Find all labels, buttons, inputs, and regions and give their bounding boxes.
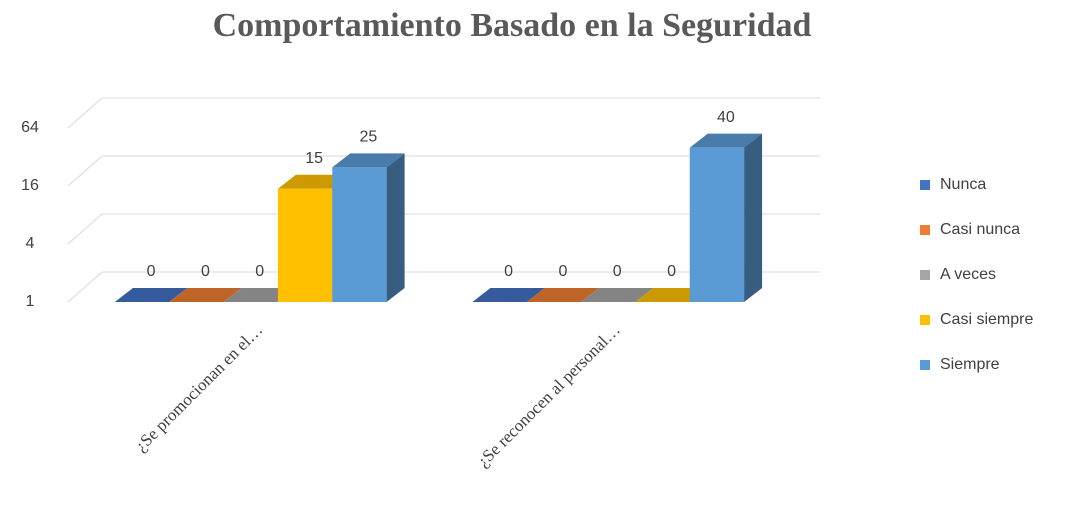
bar-top [169, 288, 242, 302]
legend-marker [920, 225, 930, 235]
bar-top [223, 288, 296, 302]
data-label: 0 [201, 263, 210, 280]
bar [332, 167, 387, 302]
legend-label: Siempre [940, 356, 1000, 373]
data-label: 0 [147, 263, 156, 280]
data-label: 0 [613, 263, 622, 280]
data-label: 40 [717, 109, 735, 126]
bar-top [277, 174, 351, 189]
legend-label: Casi nunca [940, 221, 1020, 238]
legend-marker [920, 180, 930, 190]
chart-title: Comportamiento Basado en la Seguridad [213, 7, 812, 44]
legend-marker [920, 360, 930, 370]
data-label: 0 [667, 263, 676, 280]
data-label: 0 [504, 263, 513, 280]
x-tick-label: ¿Se reconocen al personal… [473, 320, 624, 471]
bar-top [526, 288, 600, 302]
y-tick-label: 64 [21, 119, 39, 136]
data-label: 15 [305, 150, 323, 167]
bar [277, 188, 333, 302]
x-tick-label: ¿Se promocionan en el… [131, 320, 266, 455]
y-tick-label: 1 [26, 293, 35, 310]
y-tick-label: 4 [26, 235, 35, 252]
bar-top [689, 133, 763, 148]
bar-top [332, 153, 405, 168]
legend-label: A veces [940, 266, 996, 283]
data-label: 0 [255, 263, 264, 280]
y-tick-label: 16 [21, 177, 39, 194]
data-label: 25 [360, 129, 378, 146]
grid-line [67, 97, 103, 129]
grid-line [67, 271, 103, 303]
legend-label: Casi siempre [940, 311, 1033, 328]
bar-top [581, 288, 654, 302]
legend-marker [920, 270, 930, 280]
bar-side [386, 153, 405, 302]
legend-label: Nunca [940, 176, 986, 193]
bar-top [472, 288, 545, 302]
bar [689, 147, 745, 302]
bar-top [114, 288, 188, 302]
grid-line [67, 155, 103, 187]
grid-line [67, 213, 103, 245]
legend-marker [920, 315, 930, 325]
bar-side [744, 133, 763, 302]
data-label: 0 [558, 263, 567, 280]
bar-top [635, 288, 708, 302]
